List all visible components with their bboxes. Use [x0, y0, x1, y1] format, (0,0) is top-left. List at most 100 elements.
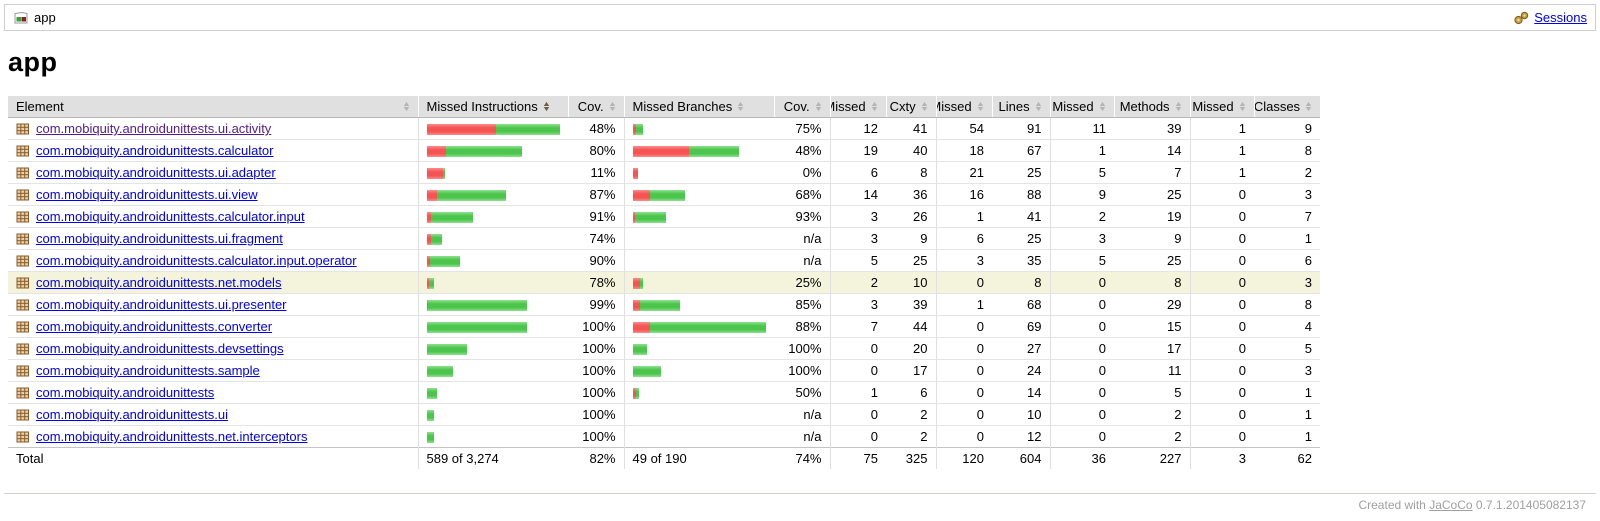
branches-coverage-value: 0% [774, 161, 830, 184]
package-link[interactable]: com.mobiquity.androidunittests.net.inter… [36, 429, 308, 444]
total-methods: 227 [1114, 447, 1190, 469]
methods-value: 29 [1114, 293, 1190, 316]
missed-classes-value: 0 [1189, 183, 1254, 206]
package-link[interactable]: com.mobiquity.androidunittests.ui.activi… [36, 121, 272, 136]
branches-missed-bar [632, 299, 640, 311]
instructions-missed-bar [426, 211, 431, 223]
instructions-coverage-value: 80% [568, 139, 624, 162]
package-link[interactable]: com.mobiquity.androidunittests.ui.adapte… [36, 165, 276, 180]
column-header-cxty[interactable]: Cxty ▲ ▼ [885, 96, 936, 118]
package-icon [16, 123, 30, 135]
missed-cxty-value: 0 [829, 359, 886, 382]
total-missed-lines: 120 [935, 447, 992, 469]
instructions-coverage-bar [426, 299, 561, 311]
methods-value: 39 [1167, 121, 1182, 136]
sort-icon: ▲ ▼ [869, 100, 879, 113]
missed-methods-value: 5 [1049, 249, 1114, 272]
column-header-missed[interactable]: Missed▲▼ [1189, 96, 1254, 118]
branches-covered-bar [635, 387, 639, 399]
cxty-value: 44 [886, 315, 936, 338]
instructions-coverage-bar [426, 277, 561, 289]
missed-cxty-value: 5 [829, 249, 886, 272]
jacoco-link[interactable]: JaCoCo [1429, 498, 1473, 512]
column-header-methods[interactable]: Methods ▲ ▼ [1113, 96, 1190, 118]
column-header-missed-instructions[interactable]: Missed Instructions ▲ ▼ [417, 96, 568, 118]
breadcrumb-bar: app Sessions [4, 4, 1596, 31]
column-header-classes[interactable]: Classes ▲ ▼ [1253, 96, 1320, 118]
cxty-value: 2 [886, 425, 936, 448]
missed-methods-value: 0 [1049, 337, 1114, 360]
instructions-covered-bar [496, 123, 560, 135]
missed-lines-value: 0 [935, 315, 992, 338]
sort-icon: ▲ ▼ [1237, 100, 1247, 113]
lines-value: 10 [992, 403, 1050, 426]
sort-icon: ▲ ▼ [975, 100, 985, 113]
total-cxty: 325 [886, 447, 936, 469]
column-header-label: Cxty [889, 99, 916, 114]
branches-coverage-bar [632, 189, 767, 201]
column-header-missed[interactable]: Missed▲▼ [829, 96, 886, 118]
lines-value: 91 [1027, 121, 1042, 136]
missed-methods-value: 0 [1049, 359, 1114, 382]
package-link[interactable]: com.mobiquity.androidunittests.ui.fragme… [36, 231, 283, 246]
branches-coverage-value: 88% [774, 315, 830, 338]
package-link[interactable]: com.mobiquity.androidunittests.sample [36, 363, 260, 378]
breadcrumb: app [13, 10, 56, 25]
package-link[interactable]: com.mobiquity.androidunittests.calculato… [36, 253, 357, 268]
package-icon [16, 299, 30, 311]
lines-value: 69 [992, 315, 1050, 338]
package-link[interactable]: com.mobiquity.androidunittests.converter [36, 319, 273, 334]
missed-methods-value: 0 [1049, 293, 1114, 316]
instructions-coverage-bar [426, 211, 561, 223]
sessions-link[interactable]: Sessions [1534, 10, 1587, 25]
classes-value: 9 [1304, 121, 1312, 136]
column-header-missed-branches[interactable]: Missed Branches ▲ ▼ [623, 96, 774, 118]
column-header-lines[interactable]: Lines ▲ ▼ [991, 96, 1050, 118]
column-header-cov[interactable]: Cov. ▲ ▼ [567, 96, 624, 118]
sort-icon: ▲ ▼ [401, 100, 411, 113]
cxty-value: 20 [886, 337, 936, 360]
package-link[interactable]: com.mobiquity.androidunittests.ui [36, 407, 228, 422]
table-row: com.mobiquity.androidunittests.ui.view 8… [8, 183, 1320, 206]
instructions-covered-bar [426, 365, 453, 377]
package-link[interactable]: com.mobiquity.androidunittests.ui.presen… [36, 297, 287, 312]
instructions-coverage-bar [426, 343, 561, 355]
package-link[interactable]: com.mobiquity.androidunittests.net.model… [36, 275, 282, 290]
classes-value: 3 [1254, 271, 1320, 294]
package-icon [16, 409, 30, 421]
column-header-cov[interactable]: Cov. ▲ ▼ [773, 96, 830, 118]
coverage-table: Element ▲ ▼ Missed Instructions ▲ ▼ Cov. ▲ ▼ Miss… [8, 96, 1320, 469]
missed-classes-value: 0 [1189, 227, 1254, 250]
total-lines: 604 [992, 447, 1050, 469]
package-link[interactable]: com.mobiquity.androidunittests.calculato… [36, 143, 274, 158]
column-header-missed[interactable]: Missed▲▼ [1049, 96, 1114, 118]
package-link[interactable]: com.mobiquity.androidunittests.devsettin… [36, 341, 284, 356]
missed-lines-value: 0 [935, 425, 992, 448]
lines-value: 12 [992, 425, 1050, 448]
missed-classes-value: 1 [1189, 161, 1254, 184]
package-link[interactable]: com.mobiquity.androidunittests.ui.view [36, 187, 258, 202]
classes-value: 3 [1254, 359, 1320, 382]
instructions-coverage-value: 100% [568, 337, 624, 360]
missed-cxty-value: 0 [829, 403, 886, 426]
branches-missed-bar [632, 123, 636, 135]
column-header-label: Methods [1119, 99, 1170, 114]
column-header-missed[interactable]: Missed▲▼ [935, 96, 992, 118]
package-link[interactable]: com.mobiquity.androidunittests.calculato… [36, 209, 305, 224]
classes-value: 5 [1254, 337, 1320, 360]
column-header-label: Cov. [783, 99, 810, 114]
table-row: com.mobiquity.androidunittests.calculato… [8, 139, 1320, 162]
classes-value: 8 [1254, 293, 1320, 316]
branches-covered-bar [639, 299, 680, 311]
missed-lines-value: 18 [935, 139, 992, 162]
missed-cxty-value: 0 [829, 337, 886, 360]
package-icon [16, 211, 30, 223]
instructions-missed-bar [426, 233, 431, 245]
total-row: Total 589 of 3,274 82% 49 of 190 74% 75 … [8, 447, 1320, 469]
branches-coverage-value: 68% [774, 183, 830, 206]
page-title: app [8, 47, 58, 77]
package-link[interactable]: com.mobiquity.androidunittests [36, 385, 215, 400]
column-header-element[interactable]: Element ▲ ▼ [8, 96, 418, 118]
missed-lines-value: 0 [935, 337, 992, 360]
instructions-coverage-value: 100% [568, 315, 624, 338]
